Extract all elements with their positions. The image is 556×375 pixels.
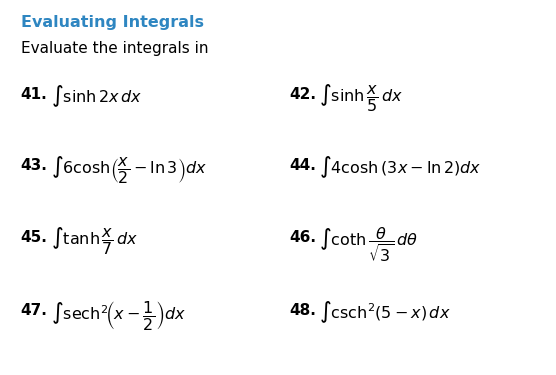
Text: $\int \mathrm{csch}^{2}(5 - x)\, dx$: $\int \mathrm{csch}^{2}(5 - x)\, dx$ bbox=[319, 299, 451, 325]
Text: 45.: 45. bbox=[21, 230, 47, 244]
Text: 47.: 47. bbox=[21, 303, 47, 318]
Text: 48.: 48. bbox=[289, 303, 316, 318]
Text: $\int 4\cosh\left(3x - \ln 2\right)dx$: $\int 4\cosh\left(3x - \ln 2\right)dx$ bbox=[319, 154, 481, 180]
Text: Evaluate the integrals in: Evaluate the integrals in bbox=[21, 41, 208, 56]
Text: $\int 6\cosh\!\left(\dfrac{x}{2} - \ln 3\right)dx$: $\int 6\cosh\!\left(\dfrac{x}{2} - \ln 3… bbox=[51, 154, 207, 186]
Text: 44.: 44. bbox=[289, 158, 316, 173]
Text: $\int \coth \dfrac{\theta}{\sqrt{3}}\, d\theta$: $\int \coth \dfrac{\theta}{\sqrt{3}}\, d… bbox=[319, 226, 418, 265]
Text: 42.: 42. bbox=[289, 87, 316, 102]
Text: $\int \sinh 2x\, dx$: $\int \sinh 2x\, dx$ bbox=[51, 83, 142, 109]
Text: $\int \mathrm{sech}^{2}\!\left(x - \dfrac{1}{2}\right)dx$: $\int \mathrm{sech}^{2}\!\left(x - \dfra… bbox=[51, 299, 186, 332]
Text: Evaluating Integrals: Evaluating Integrals bbox=[21, 15, 203, 30]
Text: $\int \tanh \dfrac{x}{7}\, dx$: $\int \tanh \dfrac{x}{7}\, dx$ bbox=[51, 226, 138, 257]
Text: $\int \sinh \dfrac{x}{5}\, dx$: $\int \sinh \dfrac{x}{5}\, dx$ bbox=[319, 83, 403, 114]
Text: 43.: 43. bbox=[21, 158, 47, 173]
Text: 46.: 46. bbox=[289, 230, 316, 244]
Text: 41.: 41. bbox=[21, 87, 47, 102]
